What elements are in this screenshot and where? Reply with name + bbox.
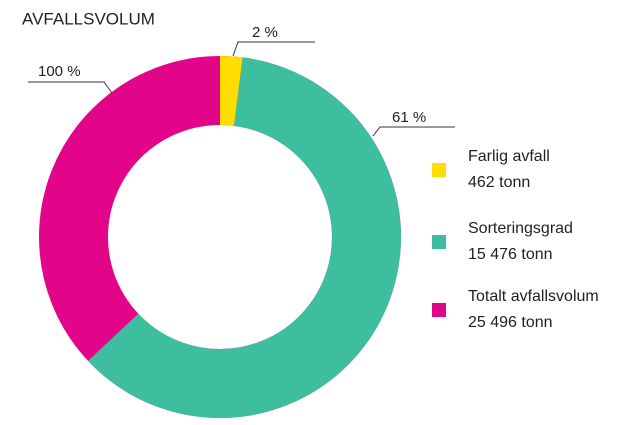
donut-segment bbox=[220, 56, 243, 126]
value-label: 61 % bbox=[392, 109, 426, 126]
value-label: 100 % bbox=[38, 63, 81, 80]
value-label: 2 % bbox=[252, 24, 278, 41]
leader-line bbox=[232, 41, 315, 57]
legend-detail: 15 476 tonn bbox=[468, 246, 553, 263]
leader-line bbox=[28, 81, 113, 94]
legend-label: Totalt avfallsvolum bbox=[468, 288, 599, 305]
legend-swatch bbox=[432, 303, 446, 317]
chart-title: AVFALLSVOLUM bbox=[22, 9, 155, 28]
donut-segment bbox=[88, 57, 401, 419]
legend-label: Farlig avfall bbox=[468, 148, 550, 165]
legend-swatch bbox=[432, 163, 446, 177]
legend-detail: 25 496 tonn bbox=[468, 314, 553, 331]
legend-detail: 462 tonn bbox=[468, 174, 530, 191]
legend-swatch bbox=[432, 235, 446, 249]
leader-line bbox=[372, 126, 455, 137]
legend-label: Sorteringsgrad bbox=[468, 220, 573, 237]
